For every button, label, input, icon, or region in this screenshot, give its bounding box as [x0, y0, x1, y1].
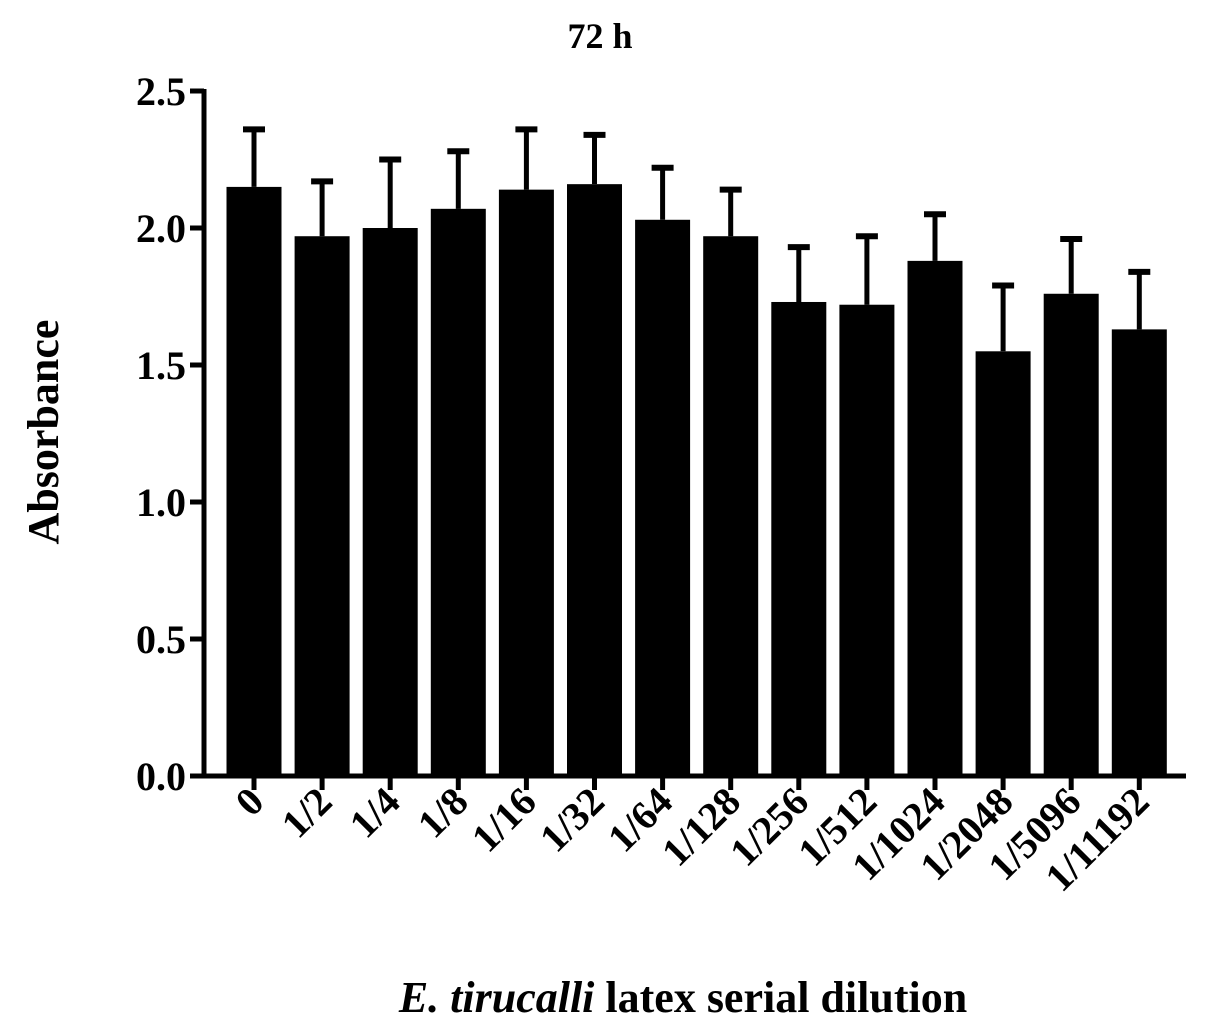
y-tick-label: 1.5: [136, 343, 186, 388]
bar: [498, 189, 554, 776]
x-axis-label: E. tirucalli latex serial dilution: [398, 973, 967, 1022]
y-tick-label: 0.0: [136, 754, 186, 799]
x-axis-label-italic: E. tirucalli: [398, 973, 595, 1022]
plot-area: 0.00.51.01.52.02.50 1/2 1/4 1/81/161/321/64…: [136, 69, 1186, 900]
x-tick-label: 1/4: [341, 779, 409, 847]
bar: [975, 351, 1031, 776]
bar: [703, 236, 759, 777]
bar: [1111, 329, 1167, 776]
bar: [226, 186, 282, 776]
y-axis-label: Absorbance: [19, 320, 68, 545]
y-tick-label: 1.0: [136, 480, 186, 525]
x-tick-label: 1/128: [653, 779, 749, 875]
x-tick-label: 0: [226, 779, 272, 825]
bar: [294, 236, 350, 777]
y-tick-label: 2.0: [136, 206, 186, 251]
x-tick-label: 1/2: [272, 779, 340, 847]
x-tick-label: 1/8: [409, 779, 477, 847]
x-tick-label: 1/16: [463, 779, 545, 861]
y-tick-label: 0.5: [136, 617, 186, 662]
bar: [430, 208, 486, 776]
x-tick-label: 1/256: [721, 779, 817, 875]
bar: [635, 219, 691, 776]
bar: [362, 228, 418, 776]
bar: [1043, 293, 1099, 776]
bar: [839, 304, 895, 776]
bar: [771, 301, 827, 776]
y-tick-label: 2.5: [136, 69, 186, 114]
x-tick-label: 1/32: [531, 779, 613, 861]
bar: [567, 184, 622, 776]
bar: [907, 260, 963, 776]
x-axis-label-rest: latex serial dilution: [594, 973, 967, 1022]
chart-title: 72 h: [567, 16, 632, 56]
